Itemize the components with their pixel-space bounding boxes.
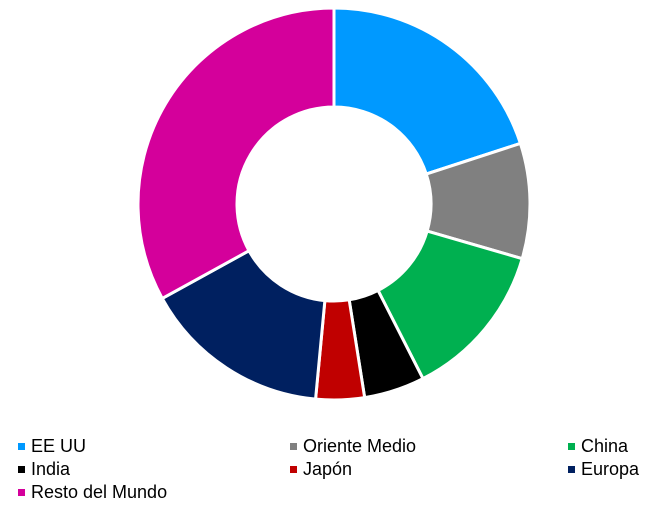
legend-swatch: [18, 489, 25, 496]
legend-label: China: [581, 436, 629, 456]
slice: [136, 6, 336, 301]
legend-swatch: [18, 466, 25, 473]
legend-swatch: [568, 466, 575, 473]
legend-label: India: [31, 459, 71, 479]
legend-swatch: [290, 443, 297, 450]
legend-label: EE UU: [31, 436, 86, 456]
legend-swatch: [290, 466, 297, 473]
legend-swatch: [18, 443, 25, 450]
legend-label: Oriente Medio: [303, 436, 416, 456]
legend-label: Europa: [581, 459, 640, 479]
legend-label: Japón: [303, 459, 352, 479]
slice: [332, 6, 523, 176]
slice: [160, 248, 327, 401]
legend-swatch: [568, 443, 575, 450]
legend-label: Resto del Mundo: [31, 482, 167, 502]
